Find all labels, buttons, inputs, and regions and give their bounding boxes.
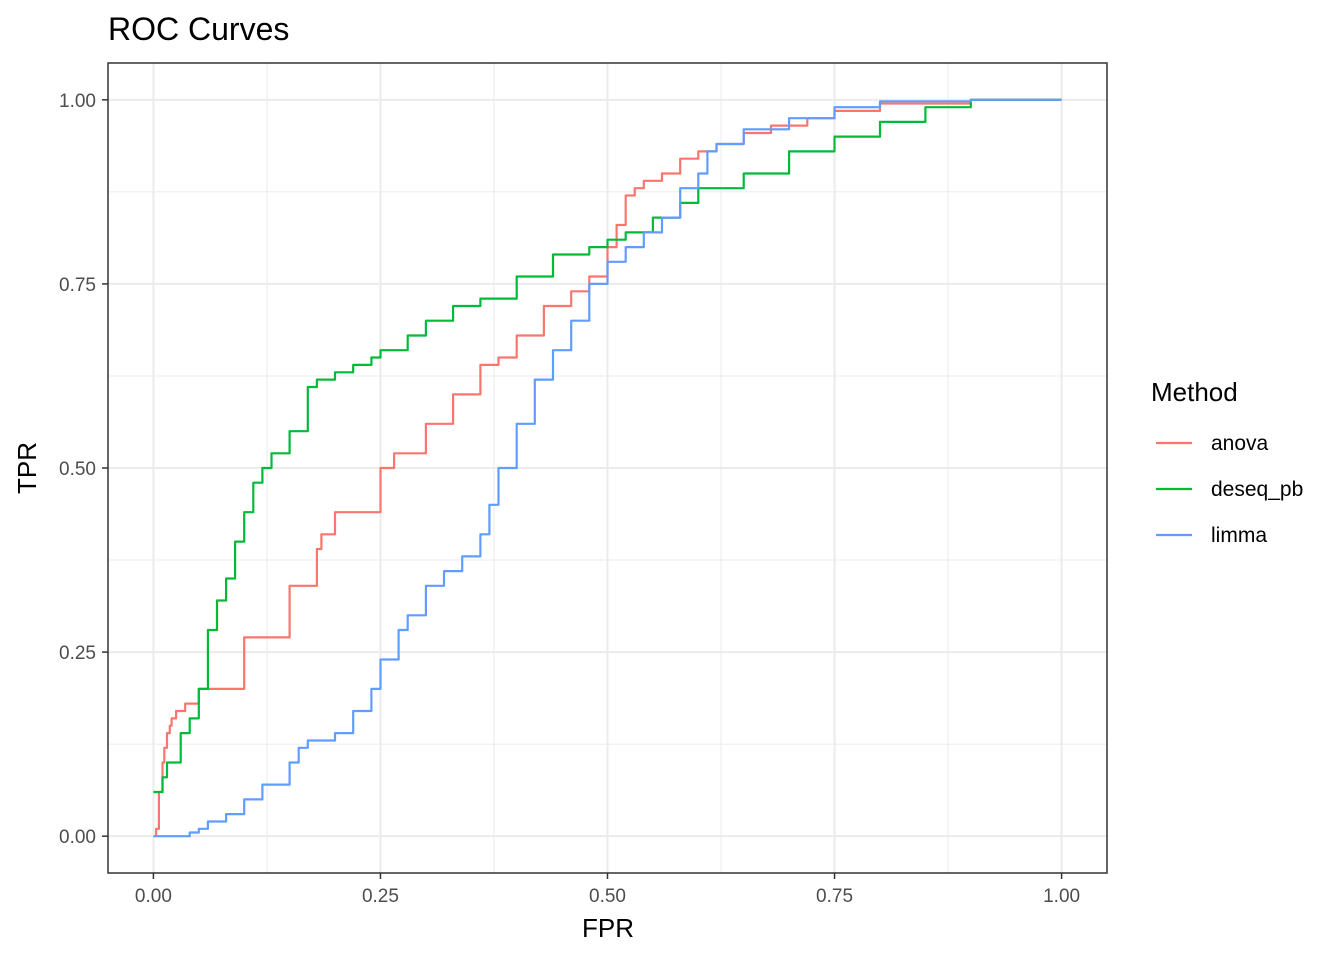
legend-title: Method: [1151, 377, 1238, 407]
series-line-deseq-pb: [153, 98, 1062, 794]
series-lines: [153, 98, 1062, 838]
x-axis-title: FPR: [582, 913, 634, 943]
chart-title: ROC Curves: [108, 11, 289, 47]
legend-label-limma: limma: [1211, 524, 1267, 547]
x-tick-label: 1.00: [1043, 886, 1080, 907]
x-tick-label: 0.75: [816, 886, 853, 907]
y-tick-label: 0.75: [59, 275, 96, 296]
y-tick-label: 1.00: [59, 91, 96, 112]
y-tick-label: 0.50: [59, 459, 96, 480]
y-axis-title: TPR: [12, 442, 42, 494]
y-tick-label: 0.00: [59, 827, 96, 848]
legend-label-deseq-pb: deseq_pb: [1211, 478, 1303, 501]
series-line-limma: [153, 98, 1062, 838]
grid-lines: [108, 63, 1107, 873]
x-tick-label: 0.00: [135, 886, 172, 907]
x-tick-label: 0.50: [589, 886, 626, 907]
legend-label-anova: anova: [1211, 432, 1269, 455]
x-axis-ticks: 0.00 0.25 0.50 0.75 1.00: [135, 873, 1080, 907]
y-tick-label: 0.25: [59, 643, 96, 664]
y-axis-ticks: 0.00 0.25 0.50 0.75 1.00: [59, 91, 108, 848]
x-tick-label: 0.25: [362, 886, 399, 907]
